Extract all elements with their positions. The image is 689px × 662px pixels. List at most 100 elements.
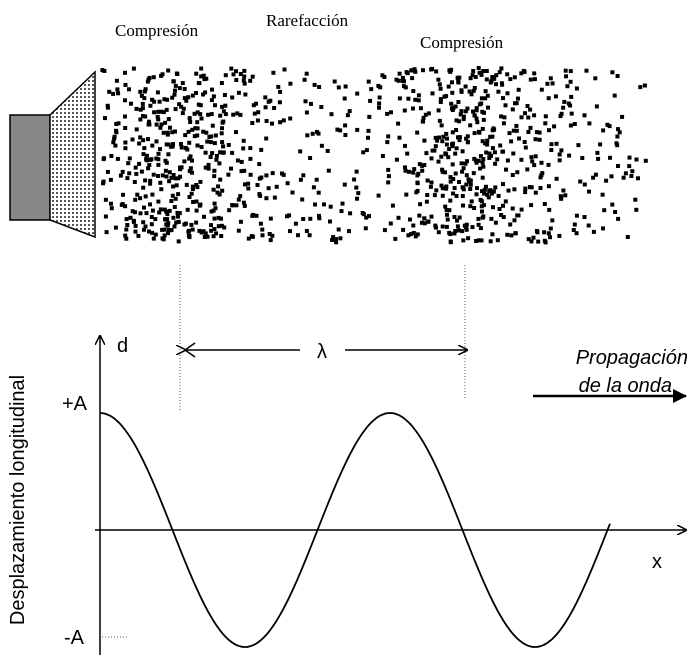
particle — [220, 140, 225, 145]
particle — [433, 135, 438, 140]
particle — [376, 193, 381, 198]
particle — [206, 112, 211, 117]
particle — [425, 193, 430, 197]
particle — [449, 101, 454, 106]
particle — [389, 110, 393, 115]
particle — [140, 106, 145, 111]
particle — [474, 116, 479, 121]
particle — [195, 126, 200, 131]
particle — [242, 68, 247, 73]
particle — [184, 98, 189, 103]
particle — [165, 212, 170, 217]
particle — [559, 111, 564, 116]
particle — [595, 150, 600, 155]
particle — [170, 130, 175, 135]
particle — [146, 137, 150, 142]
particle — [515, 170, 520, 175]
particle — [270, 121, 274, 126]
particle — [450, 90, 455, 95]
particle — [625, 235, 630, 239]
particle — [433, 223, 438, 228]
particle — [116, 121, 121, 126]
particle — [248, 146, 253, 151]
particle — [468, 204, 473, 209]
particle — [380, 154, 385, 158]
particle — [144, 211, 149, 216]
particle — [485, 93, 490, 98]
particle — [503, 103, 508, 108]
particle — [203, 150, 208, 155]
particle — [396, 121, 401, 126]
particle — [461, 114, 466, 119]
particle — [151, 172, 156, 177]
particle — [137, 161, 142, 166]
particle — [246, 181, 251, 186]
particle — [513, 231, 518, 236]
particle — [231, 112, 236, 117]
particle — [578, 179, 583, 184]
particle — [403, 165, 407, 170]
particle — [190, 170, 194, 175]
particle — [594, 104, 599, 109]
particle — [440, 193, 445, 198]
particle — [528, 77, 533, 82]
particle — [525, 104, 530, 108]
particle — [187, 169, 192, 174]
particle — [142, 146, 147, 151]
particle — [435, 138, 440, 143]
particle — [148, 202, 152, 207]
particle — [504, 167, 508, 172]
particle — [142, 205, 146, 210]
particle — [576, 143, 581, 148]
particle — [536, 239, 541, 244]
particle — [127, 171, 132, 176]
particle — [463, 84, 468, 89]
particle — [172, 205, 177, 209]
particle — [165, 97, 170, 102]
particle — [363, 226, 368, 231]
particle — [474, 160, 479, 165]
particle — [166, 152, 171, 157]
particle — [533, 137, 538, 142]
particle — [477, 70, 482, 75]
particle — [325, 149, 330, 153]
particle — [348, 211, 353, 216]
particle — [192, 134, 197, 139]
particle — [141, 152, 146, 157]
particle — [511, 151, 516, 156]
particle — [493, 161, 498, 166]
particle — [507, 131, 512, 136]
particle — [574, 231, 579, 236]
particle — [454, 146, 459, 151]
particle — [114, 122, 119, 126]
particle — [257, 162, 262, 167]
particle — [134, 127, 139, 132]
particle — [437, 135, 441, 140]
particle — [183, 145, 188, 150]
particle — [317, 213, 321, 218]
particle — [547, 207, 552, 212]
particle — [226, 172, 231, 177]
particle — [490, 232, 495, 237]
particle — [466, 177, 471, 182]
particle — [178, 174, 183, 179]
particle — [146, 77, 151, 82]
particle — [465, 140, 470, 145]
particle — [515, 213, 520, 218]
particle — [613, 210, 618, 214]
speaker-magnet — [9, 114, 51, 221]
particle — [491, 205, 495, 210]
particle — [528, 107, 533, 112]
particle — [130, 209, 135, 214]
particle — [208, 140, 213, 145]
particle — [596, 156, 601, 161]
particle — [451, 191, 456, 196]
particle — [220, 126, 224, 131]
particle — [402, 108, 407, 113]
particle — [162, 227, 167, 232]
particle — [464, 173, 469, 178]
particle — [377, 101, 382, 106]
particle — [554, 176, 559, 181]
particle — [199, 116, 204, 121]
